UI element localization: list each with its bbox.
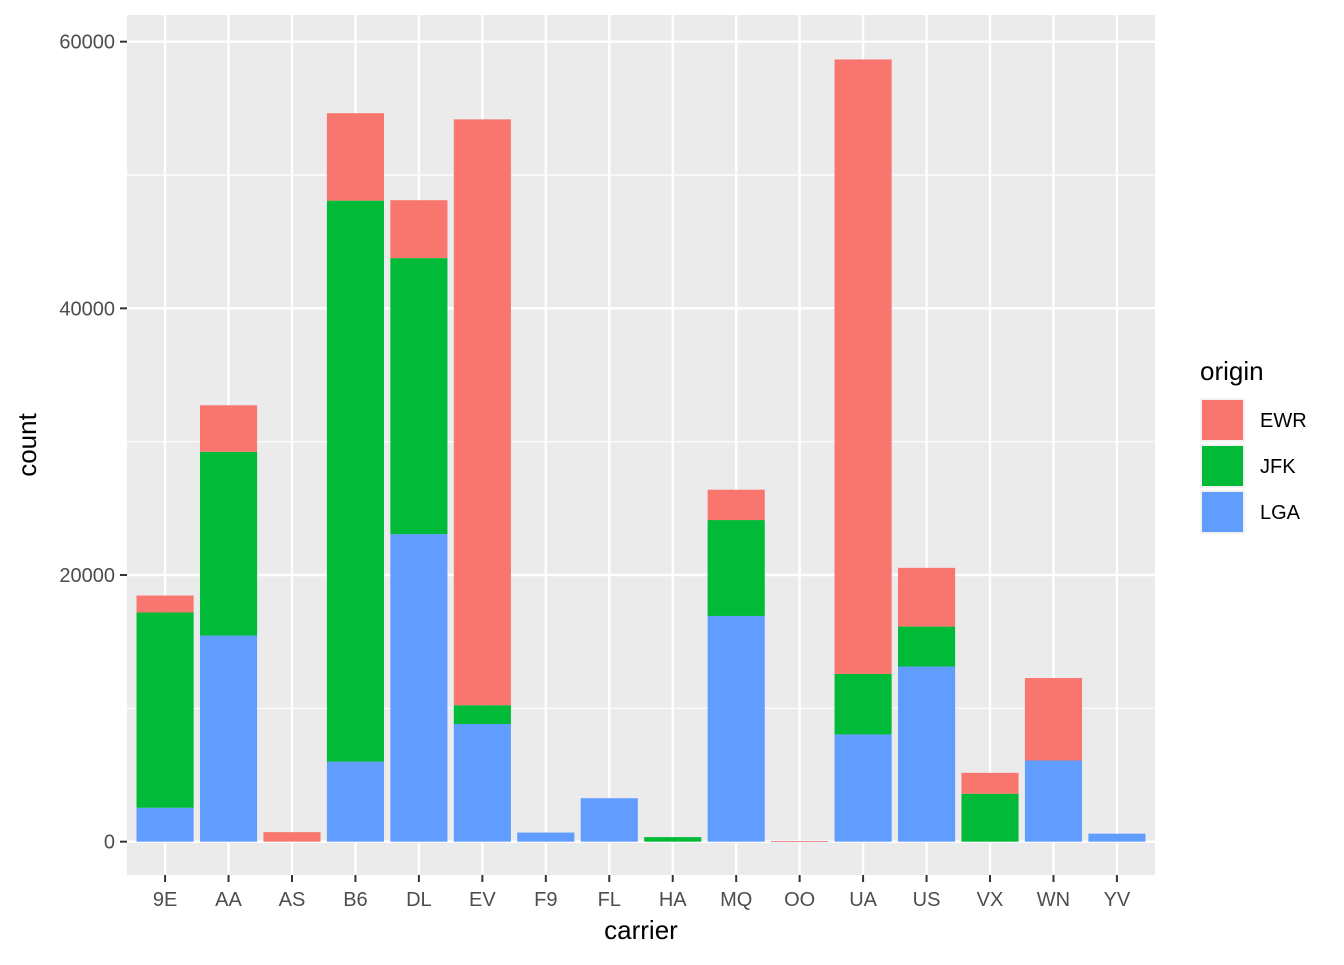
bar-jfk-9e	[136, 612, 194, 808]
x-tick-label: F9	[534, 889, 557, 911]
x-tick-label: UA	[849, 889, 877, 911]
x-tick-label: HA	[659, 889, 687, 911]
x-tick-label: VX	[977, 889, 1004, 911]
bars	[136, 59, 1146, 843]
x-tick-label: 9E	[153, 889, 177, 911]
axes: 0 20000 40000 60000 9E AA AS B6 DL EV F9 FL HA MQ OO UA…	[59, 32, 1131, 911]
bar-ewr-mq	[707, 489, 765, 521]
legend-title: origin	[1200, 356, 1264, 386]
bar-jfk-b6	[326, 200, 384, 762]
bar-lga-us	[898, 666, 956, 842]
bar-ewr-b6	[326, 113, 384, 201]
legend-key-jfk	[1202, 446, 1243, 486]
bar-jfk-ha	[644, 837, 702, 842]
bar-ewr-aa	[199, 405, 258, 452]
legend: origin EWR JFK LGA	[1200, 356, 1307, 534]
x-tick-label: B6	[343, 889, 367, 911]
bar-lga-fl	[580, 798, 638, 842]
legend-key-lga	[1202, 492, 1243, 532]
legend-label-jfk: JFK	[1260, 456, 1296, 478]
bar-ewr-us	[898, 567, 956, 627]
bar-lga-ev	[453, 723, 511, 842]
bar-lga-mq	[707, 615, 765, 842]
bar-ewr-ev	[453, 119, 511, 706]
x-tick-label: YV	[1104, 889, 1131, 911]
y-axis-title: count	[12, 412, 42, 476]
legend-label-lga: LGA	[1260, 502, 1301, 524]
x-axis-title: carrier	[604, 915, 678, 945]
bar-lga-wn	[1024, 760, 1083, 842]
bar-lga-9e	[136, 807, 194, 842]
y-tick-label: 20000	[59, 565, 115, 587]
bar-ewr-dl	[390, 200, 448, 259]
bar-jfk-aa	[199, 451, 258, 636]
x-tick-label: US	[913, 889, 941, 911]
legend-key-ewr	[1202, 400, 1243, 440]
x-tick-label: AA	[215, 889, 242, 911]
bar-ewr-ua	[834, 59, 892, 674]
bar-jfk-vx	[961, 793, 1019, 842]
y-tick-label: 0	[104, 832, 115, 854]
bar-lga-ua	[834, 734, 892, 842]
bar-lga-f9	[517, 832, 575, 842]
bar-ewr-vx	[961, 772, 1019, 794]
y-tick-label: 40000	[59, 298, 115, 320]
x-tick-label: AS	[279, 889, 306, 911]
panel-background	[127, 15, 1155, 875]
bar-ewr-oo	[771, 841, 829, 843]
x-tick-label: FL	[598, 889, 621, 911]
bar-jfk-dl	[390, 258, 448, 535]
bar-ewr-wn	[1024, 678, 1083, 761]
x-tick-label: OO	[784, 889, 815, 911]
bar-lga-aa	[199, 635, 258, 842]
bar-lga-b6	[326, 761, 384, 842]
bar-ewr-as	[263, 832, 321, 842]
x-tick-label: MQ	[720, 889, 752, 911]
bar-ewr-9e	[136, 595, 194, 613]
legend-label-ewr: EWR	[1260, 410, 1307, 432]
x-tick-label: WN	[1037, 889, 1070, 911]
x-tick-label: EV	[469, 889, 496, 911]
bar-lga-yv	[1088, 833, 1146, 842]
bar-lga-dl	[390, 534, 448, 842]
x-tick-label: DL	[406, 889, 432, 911]
y-tick-label: 60000	[59, 32, 115, 54]
bar-jfk-ua	[834, 673, 892, 735]
bar-jfk-mq	[707, 520, 765, 616]
bar-jfk-us	[898, 626, 956, 667]
bar-jfk-ev	[453, 705, 511, 724]
